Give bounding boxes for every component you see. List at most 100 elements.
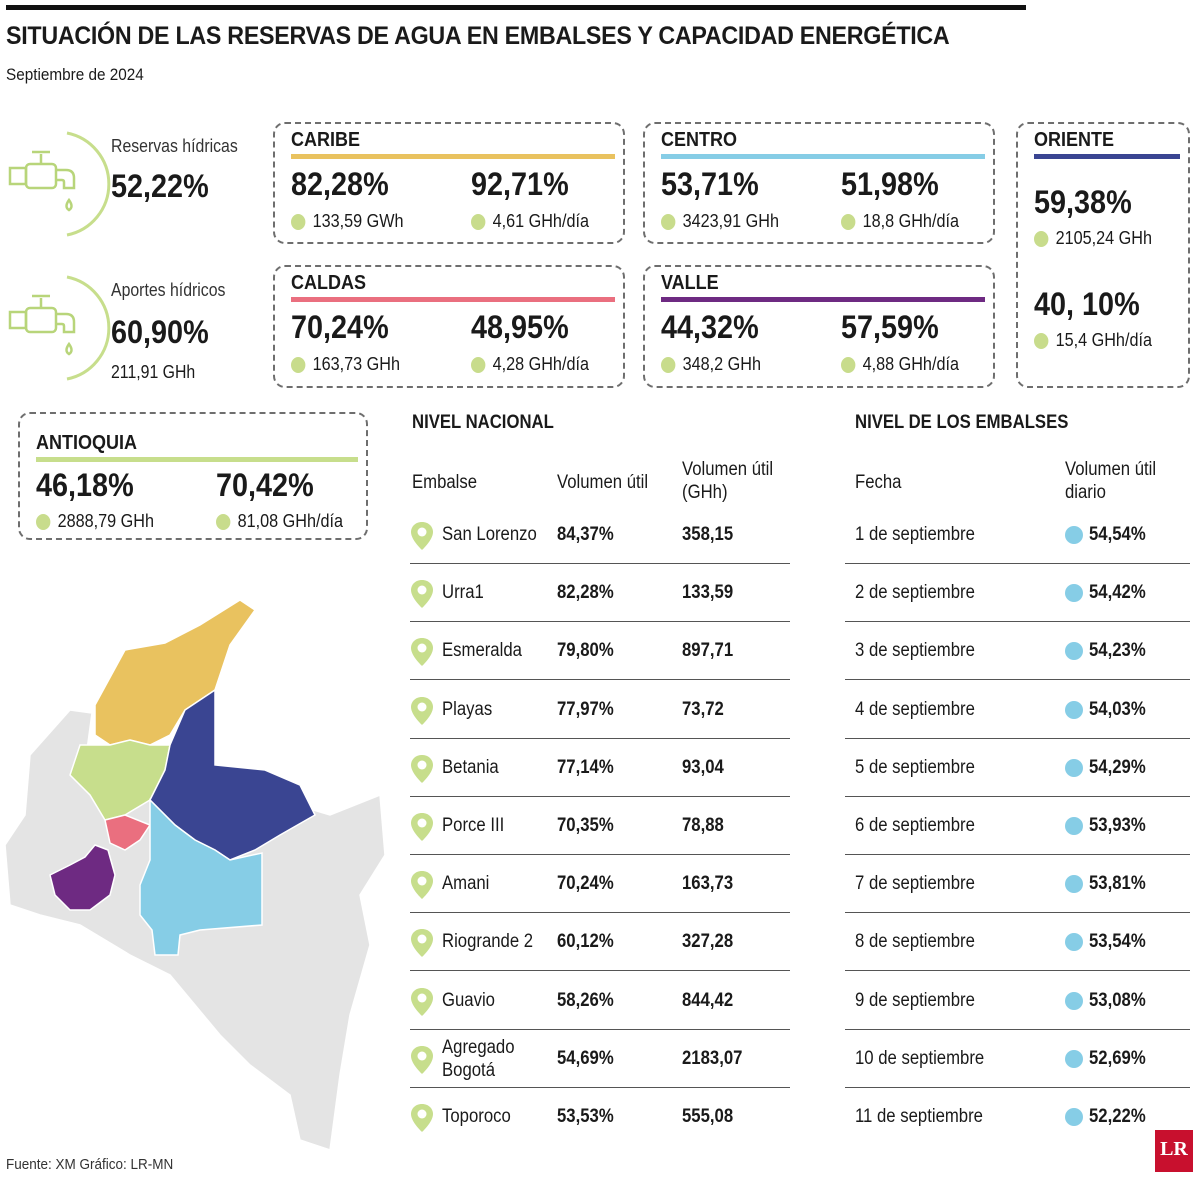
row-divider — [845, 1086, 1190, 1088]
point-icon — [291, 213, 306, 230]
point-icon — [1065, 642, 1083, 661]
cell-embalse: Urra1 — [442, 582, 484, 604]
table-row: Amani 70,24% 163,73 — [410, 855, 790, 914]
cell-volumen-diario: 54,29% — [1089, 756, 1146, 778]
table-row: 11 de septiembre 52,22% — [845, 1088, 1190, 1146]
row-divider — [410, 1086, 790, 1088]
table-row: Betania 77,14% 93,04 — [410, 739, 790, 797]
cell-volumen-ghh: 93,04 — [682, 756, 724, 778]
row-divider — [410, 912, 790, 914]
cell-embalse: Guavio — [442, 989, 495, 1011]
region-pct2: 92,71% — [471, 166, 569, 202]
row-divider — [845, 912, 1190, 914]
col-header-volumen-ghh: Volumen útil (GHh) — [682, 459, 774, 503]
cell-volumen-ghh: 844,42 — [682, 989, 734, 1011]
cell-volumen-ghh: 163,73 — [682, 873, 734, 895]
region-box-caldas: CALDAS 70,24% 163,73 GHh 48,95% 4,28 GHh… — [273, 265, 625, 388]
point-icon — [1065, 875, 1083, 894]
cell-fecha: 9 de septiembre — [855, 989, 975, 1011]
location-pin-icon — [411, 1045, 433, 1074]
region-pct1: 70,24% — [291, 309, 389, 345]
point-icon — [1065, 1049, 1083, 1068]
chart-title: SITUACIÓN DE LAS RESERVAS DE AGUA EN EMB… — [6, 22, 950, 50]
region-pct1: 44,32% — [661, 309, 759, 345]
cell-fecha: 1 de septiembre — [855, 524, 975, 545]
cell-volumen-diario: 54,23% — [1089, 640, 1146, 662]
cell-volumen-ghh: 78,88 — [682, 815, 724, 836]
table-row: Guavio 58,26% 844,42 — [410, 972, 790, 1030]
region-name: CALDAS — [291, 272, 367, 294]
region-note1: 2105,24 GHh — [1034, 228, 1152, 249]
region-bar — [291, 154, 615, 159]
row-divider — [845, 854, 1190, 855]
cell-volumen-ghh: 2183,07 — [682, 1047, 743, 1069]
col-header-embalse: Embalse — [412, 472, 478, 493]
location-pin-icon — [411, 696, 433, 725]
region-pct1: 82,28% — [291, 166, 389, 202]
cell-volumen-diario: 52,22% — [1089, 1106, 1146, 1127]
cell-volumen-diario: 52,69% — [1089, 1047, 1146, 1069]
region-note2: 15,4 GHh/día — [1034, 330, 1152, 351]
cell-fecha: 7 de septiembre — [855, 873, 975, 895]
cell-fecha: 6 de septiembre — [855, 815, 975, 836]
col-header-diario: Volumen útil diario — [1065, 459, 1157, 503]
point-icon — [1065, 991, 1083, 1010]
row-divider — [845, 563, 1190, 564]
table-row: 1 de septiembre 54,54% — [845, 506, 1190, 564]
region-bar — [1034, 154, 1180, 159]
cell-embalse: Agregado Bogotá — [442, 1036, 515, 1081]
embalses-title: NIVEL DE LOS EMBALSES — [855, 412, 1069, 433]
table-row: 5 de septiembre 54,29% — [845, 739, 1190, 797]
cell-volumen-ghh: 133,59 — [682, 582, 734, 604]
location-pin-icon — [411, 638, 433, 667]
region-pct2: 57,59% — [841, 309, 939, 345]
point-icon — [661, 356, 676, 373]
row-divider — [410, 621, 790, 623]
region-pct2: 48,95% — [471, 309, 569, 345]
row-divider — [845, 737, 1190, 739]
cell-volumen-diario: 54,54% — [1089, 524, 1146, 545]
point-icon — [1065, 758, 1083, 777]
table-row: Agregado Bogotá 54,69% 2183,07 — [410, 1030, 790, 1088]
reservas-label: Reservas hídricas — [111, 136, 238, 156]
cell-volumen-ghh: 73,72 — [682, 698, 724, 720]
cell-fecha: 11 de septiembre — [855, 1106, 983, 1127]
chart-subtitle: Septiembre de 2024 — [6, 65, 144, 84]
table-row: 2 de septiembre 54,42% — [845, 564, 1190, 623]
map-region-valle — [49, 844, 116, 911]
point-icon — [1034, 230, 1049, 247]
location-pin-icon — [411, 987, 433, 1016]
table-row: Urra1 82,28% 133,59 — [410, 564, 790, 623]
cell-volumen-util: 58,26% — [557, 989, 614, 1011]
row-divider — [845, 795, 1190, 797]
region-name: ORIENTE — [1034, 129, 1115, 151]
location-pin-icon — [411, 754, 433, 783]
cell-fecha: 5 de septiembre — [855, 756, 975, 778]
reservas-metric: Reservas hídricas 52,22% — [2, 128, 262, 243]
row-divider — [845, 621, 1190, 623]
cell-volumen-util: 70,35% — [557, 815, 614, 836]
location-pin-icon — [411, 813, 433, 841]
cell-embalse: Esmeralda — [442, 640, 522, 662]
map-region-caldas — [104, 814, 152, 851]
region-bar — [661, 297, 985, 302]
region-note2: 18,8 GHh/día — [841, 211, 959, 232]
cell-embalse: Porce III — [442, 815, 505, 836]
point-icon — [1065, 584, 1083, 603]
colombia-map — [4, 599, 386, 1151]
cell-volumen-util: 54,69% — [557, 1047, 614, 1069]
aportes-metric: Aportes hídricos 60,90% 211,91 GHh — [2, 272, 262, 387]
table-row: Riogrande 2 60,12% 327,28 — [410, 913, 790, 972]
location-pin-icon — [411, 522, 433, 550]
table-row: 6 de septiembre 53,93% — [845, 797, 1190, 855]
cell-embalse: Riogrande 2 — [442, 931, 534, 953]
table-row: 10 de septiembre 52,69% — [845, 1030, 1190, 1088]
cell-volumen-util: 77,14% — [557, 756, 614, 778]
cell-volumen-util: 53,53% — [557, 1106, 614, 1127]
point-icon — [36, 513, 51, 530]
region-box-oriente: ORIENTE 59,38% 2105,24 GHh 40, 10% 15,4 … — [1016, 122, 1190, 388]
table-row: 4 de septiembre 54,03% — [845, 681, 1190, 739]
row-divider — [845, 970, 1190, 972]
region-note1: 163,73 GHh — [291, 354, 400, 375]
point-icon — [1034, 332, 1049, 349]
